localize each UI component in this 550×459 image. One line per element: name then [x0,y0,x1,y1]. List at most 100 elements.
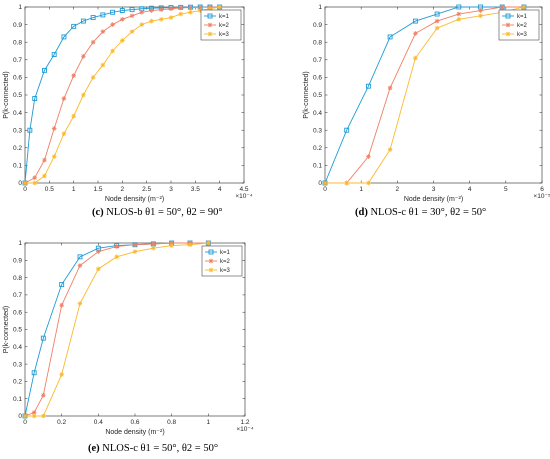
x-tick-label: 2.5 [142,186,151,193]
data-point [32,175,38,181]
legend-marker [207,22,213,28]
x-tick-label: 0.8 [167,419,176,426]
data-point [90,39,96,45]
data-point [59,372,64,377]
y-tick-label: 0.8 [13,39,22,46]
data-point [188,9,193,15]
legend-marker [208,267,214,273]
x-exponent-label: ×10⁻⁵ [533,193,550,200]
data-point [41,392,46,398]
y-tick-label: 0.1 [313,163,322,170]
data-point [178,5,184,11]
data-point [456,4,462,10]
data-point [158,7,164,12]
data-point [119,8,125,13]
data-point [61,131,67,137]
data-point [413,55,418,61]
data-point [71,23,77,29]
data-point [71,73,76,78]
data-point [129,7,135,13]
x-exponent-label: ×10⁻⁴ [235,193,252,200]
data-point [187,242,193,248]
data-point [434,11,440,17]
data-point [149,8,154,13]
legend-marker [207,31,213,37]
x-axis-label: Node density (m⁻²) [105,429,164,436]
x-tick-label: 0 [23,186,27,193]
y-tick-label: 0.7 [13,57,22,64]
data-point [77,254,83,260]
chart-d-group: 0 1 2 3 4 5 6 0 0.1 0.2 0.3 0.4 0.5 0.6 0.7 0.8 0.9 1 Node… [303,4,550,203]
legend-label: k=3 [220,268,231,274]
legend-label: k=3 [219,32,230,38]
data-point [22,413,28,419]
legend-label: k=1 [220,250,231,256]
legend-label: k=3 [517,32,528,38]
y-tick-label: 0.6 [13,75,22,82]
data-point [22,180,28,186]
data-point [71,113,76,119]
data-point [366,180,371,186]
legend-marker [207,13,213,19]
data-point [412,18,418,24]
data-point [456,17,462,22]
y-tick-label: 0.4 [13,110,22,117]
data-point [434,18,440,24]
series-line [24,242,209,417]
data-point [51,126,57,131]
y-tick-label: 0.8 [13,275,22,282]
data-point [434,25,440,31]
y-tick-label: 0.4 [313,110,322,117]
data-point [77,263,83,268]
x-axis-label: Node density (m⁻²) [404,196,463,203]
y-tick-label: 0 [18,413,22,420]
y-tick-label: 0.4 [13,344,22,351]
x-tick-label: 0 [23,419,27,426]
x-tick-label: 1 [207,419,211,426]
data-point [27,127,33,133]
legend-label: k=2 [517,23,528,29]
y-tick-label: 0.7 [13,292,22,299]
series-k=3 [22,240,211,419]
data-point [96,249,101,254]
data-point [59,282,65,287]
y-tick-label: 1 [18,4,22,11]
data-point [197,5,203,10]
data-point [151,245,156,251]
data-point [114,244,119,249]
x-tick-label: 0 [323,186,327,193]
data-point [387,147,393,152]
data-point [100,29,106,34]
data-point [32,180,38,186]
data-point [41,413,46,419]
data-point [90,15,96,21]
x-tick-label: 1.5 [93,186,102,193]
data-point [31,410,37,415]
y-tick-label: 1 [318,4,322,11]
caption-e: (e) NLOS-c θ1 = 50°, θ2 = 50° [88,443,218,454]
data-point [42,67,47,73]
legend-marker [208,258,214,264]
legend-marker [505,22,511,28]
y-tick-label: 0 [18,180,22,187]
y-tick-label: 0.1 [13,163,22,170]
data-point [42,173,47,179]
data-point [387,34,393,40]
y-tick-label: 0.5 [13,92,22,99]
legend-label: k=2 [219,23,230,29]
x-tick-label: 6 [540,186,544,193]
y-axis-label: P(k-connected) [303,71,310,118]
data-point [158,17,164,22]
x-tick-label: 5 [504,186,508,193]
y-tick-label: 0.9 [13,22,22,29]
data-point [120,38,125,43]
y-tick-label: 0.6 [313,75,322,82]
x-tick-label: 0.6 [130,419,139,426]
data-point [51,154,57,159]
y-axis-label: P(k-connected) [3,71,10,118]
y-tick-label: 0.5 [13,327,22,334]
data-point [120,17,125,22]
x-tick-label: 3.5 [191,186,200,193]
